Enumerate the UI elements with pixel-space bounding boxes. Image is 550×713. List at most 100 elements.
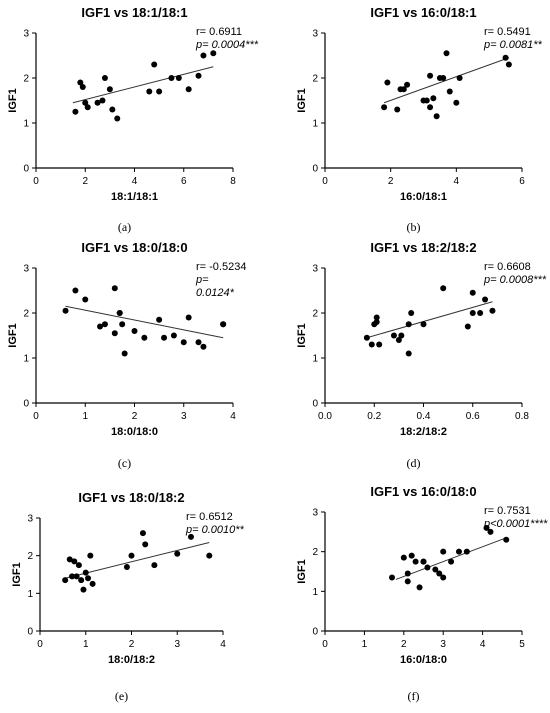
data-point <box>404 81 411 88</box>
panel-title: IGF1 vs 16:0/18:1 <box>370 5 476 20</box>
data-point <box>79 84 86 90</box>
data-point <box>440 574 447 581</box>
y-tick-label: 1 <box>23 354 29 365</box>
data-point <box>432 566 439 573</box>
data-point <box>71 558 78 565</box>
x-tick-label: 0 <box>37 639 43 650</box>
regression-line <box>72 66 214 104</box>
panel-title: IGF1 vs 18:0/18:0 <box>81 240 187 255</box>
y-tick-label: 0 <box>312 399 318 410</box>
y-tick-label: 3 <box>312 508 318 519</box>
data-point <box>453 99 460 106</box>
data-point <box>436 570 443 577</box>
data-point <box>469 310 476 316</box>
scatter-panel-1: IGF1 vs 18:1/18:1 0 1 2 3 0 2 4 6 8 18:1/18:1 IGF1 r… <box>7 5 259 234</box>
y-tick-label: 0 <box>23 399 29 410</box>
data-point <box>489 307 496 314</box>
x-tick-label: 4 <box>480 639 486 650</box>
x-axis-label: 16:0/18:1 <box>400 191 447 203</box>
data-point <box>87 552 94 559</box>
x-tick-label: 3 <box>440 639 446 650</box>
data-point <box>427 104 434 111</box>
stat-annotation: r= 0.5491 <box>484 26 531 38</box>
data-point <box>412 558 419 565</box>
panels-layer: IGF1 vs 18:1/18:1 0 1 2 3 0 2 4 6 8 18:1/18:1 IGF1 r… <box>7 5 548 703</box>
x-tick-label: 0.6 <box>466 411 480 422</box>
y-axis-label: IGF1 <box>11 562 23 586</box>
data-point <box>62 307 69 314</box>
data-point <box>185 86 192 93</box>
x-tick-label: 6 <box>181 176 187 187</box>
data-point <box>384 79 391 86</box>
panel-caption: (f) <box>408 689 420 703</box>
x-tick-label: 1 <box>83 639 89 650</box>
y-tick-label: 1 <box>312 587 318 598</box>
data-point <box>101 75 108 81</box>
data-point <box>463 548 470 555</box>
y-axis-label: IGF1 <box>296 559 308 583</box>
data-point <box>440 75 447 81</box>
y-tick-label: 1 <box>23 119 29 130</box>
scatter-panel-2: IGF1 vs 16:0/18:1 0 1 2 3 0 2 4 6 16:0/18:1 IGF1 r=… <box>296 5 543 234</box>
data-point <box>505 61 512 68</box>
y-tick-label: 3 <box>312 264 318 275</box>
data-point <box>502 54 509 61</box>
data-point <box>400 554 407 561</box>
data-point <box>99 97 106 104</box>
data-point <box>420 558 427 565</box>
data-point <box>168 75 175 81</box>
data-point <box>78 577 85 584</box>
data-point <box>114 115 121 122</box>
data-point <box>455 548 462 555</box>
data-point <box>206 552 213 559</box>
scatter-panel-4: IGF1 vs 18:2/18:2 0 1 2 3 0.0 0.2 0.4 0.6 0.8 18:2… <box>296 240 547 470</box>
data-point <box>151 61 158 68</box>
y-tick-label: 1 <box>312 119 318 130</box>
data-point <box>446 88 453 95</box>
data-point <box>77 79 84 86</box>
scatter-panel-5: IGF1 vs 18:0/18:2 0 1 2 3 0 1 2 3 4 18:0/18:2 IGF1 r… <box>11 490 245 703</box>
scatter-panel-6: IGF1 vs 16:0/18:0 0 1 2 3 0 1 2 3 4 5 16:0/18:0 IGF1… <box>296 484 548 703</box>
data-point <box>381 104 388 111</box>
data-point <box>363 334 370 341</box>
stat-annotation: p= <box>195 274 209 286</box>
stat-annotation: 0.0124* <box>196 287 235 299</box>
x-tick-label: 1 <box>82 411 88 422</box>
x-tick-label: 2 <box>82 176 88 187</box>
data-point <box>109 106 116 113</box>
data-point <box>72 108 79 115</box>
panel-caption: (b) <box>407 220 421 234</box>
y-tick-label: 3 <box>27 514 33 525</box>
data-point <box>424 564 431 571</box>
y-tick-label: 2 <box>312 547 318 558</box>
data-point <box>448 558 455 565</box>
y-tick-label: 1 <box>27 589 33 600</box>
data-point <box>456 75 463 81</box>
data-point <box>170 332 177 339</box>
y-tick-label: 3 <box>23 29 29 40</box>
y-tick-label: 0 <box>312 164 318 175</box>
data-point <box>142 541 149 548</box>
x-tick-label: 3 <box>174 639 180 650</box>
data-point <box>185 314 192 321</box>
x-tick-label: 4 <box>220 639 226 650</box>
data-point <box>146 88 153 95</box>
x-tick-label: 0.8 <box>515 411 529 422</box>
y-axis-label: IGF1 <box>7 88 19 112</box>
data-point <box>89 580 96 587</box>
data-point <box>151 562 158 569</box>
panel-title: IGF1 vs 18:0/18:2 <box>78 490 184 505</box>
data-point <box>106 86 113 93</box>
regression-line <box>65 541 210 579</box>
data-point <box>161 334 168 341</box>
data-point <box>82 569 89 576</box>
stat-annotation: p= 0.0008*** <box>483 274 547 286</box>
x-tick-label: 2 <box>132 411 138 422</box>
x-tick-label: 3 <box>181 411 187 422</box>
data-point <box>111 285 118 292</box>
x-tick-label: 5 <box>519 639 525 650</box>
data-point <box>175 75 182 81</box>
scatter-panel-3: IGF1 vs 18:0/18:0 0 1 2 3 0 1 2 3 4 18:0/18:0 IGF1 r… <box>7 240 246 470</box>
data-point <box>368 341 375 348</box>
data-point <box>187 533 194 540</box>
